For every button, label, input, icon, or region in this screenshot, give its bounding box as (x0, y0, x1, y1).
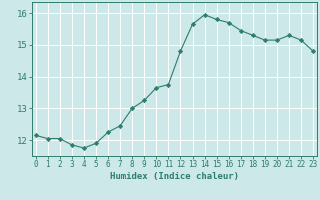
X-axis label: Humidex (Indice chaleur): Humidex (Indice chaleur) (110, 172, 239, 181)
